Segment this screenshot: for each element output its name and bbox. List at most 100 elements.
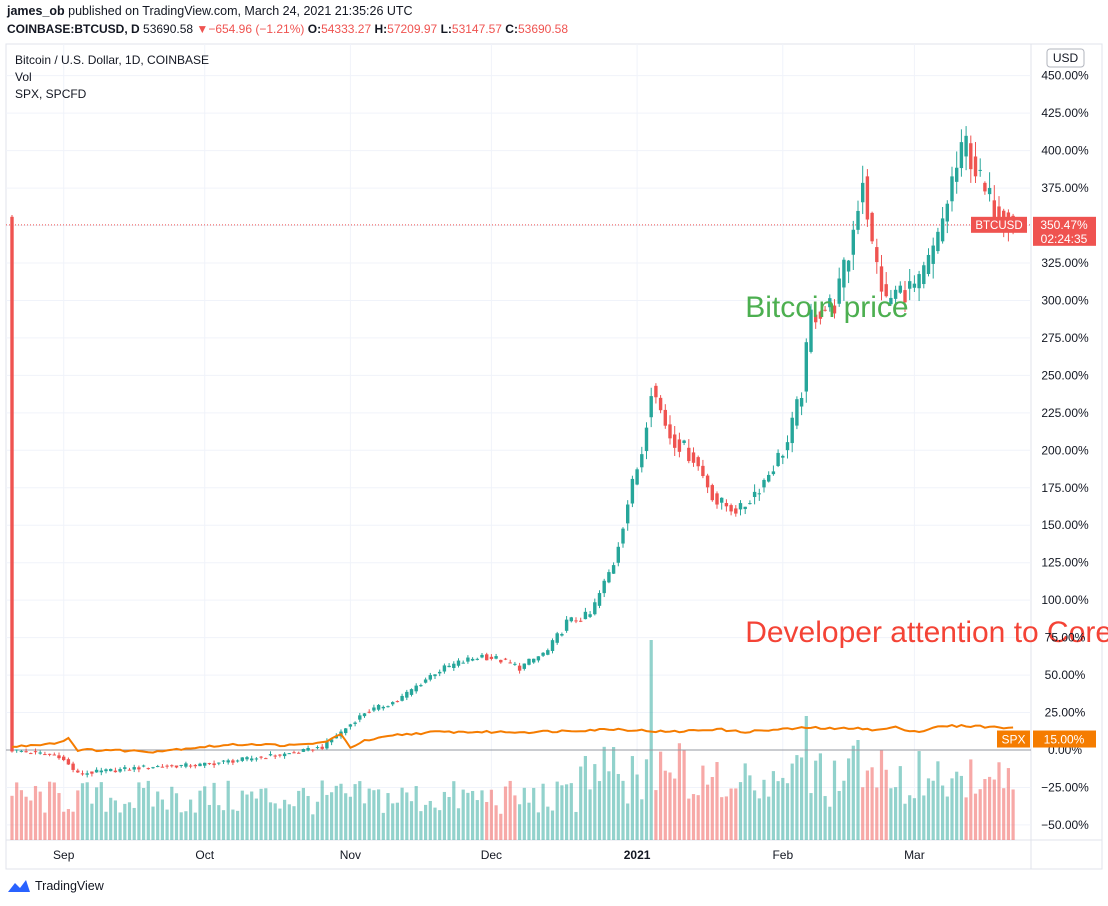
legend-vol[interactable]: Vol [15,70,32,84]
candle-body [156,766,160,768]
volume-bar [818,753,822,840]
candle-body [188,765,193,767]
volume-bar [433,807,437,840]
candle-body [903,290,907,303]
price-axis[interactable]: 450.00% 425.00% 400.00% 375.00% 325.00% 300.0… [1041,69,1089,832]
volume-bar [43,812,47,840]
volume-bar [170,786,174,840]
candle-body [461,662,465,664]
candle [752,484,757,505]
candle-body [423,679,428,683]
candle-body [569,617,573,622]
candle [188,764,193,769]
candle-body [940,218,945,242]
volume-bar [95,787,99,840]
volume-bar [62,811,66,840]
candle-body [245,757,249,760]
candle-body [38,752,42,754]
author-name[interactable]: james_ob [7,4,65,18]
candle [790,411,794,453]
y-tick-label: 50.00% [1045,668,1086,682]
y-tick-label: 25.00% [1045,706,1086,720]
volume-bar [499,813,503,840]
volume-bar [767,796,771,840]
candle-body [353,722,357,724]
candle [654,383,658,404]
candle [499,659,503,664]
publication-line: james_ob published on TradingView.com, M… [7,4,413,18]
high-value: 57209.97 [387,22,438,36]
candle-body [52,754,56,756]
candle-body [297,752,301,754]
legend-spx[interactable]: SPX, SPCFD [15,87,87,101]
candle [217,762,221,766]
candle-body [141,765,146,767]
candle-body [118,769,122,772]
volume-bar [654,790,658,840]
time-axis[interactable]: Sep Oct Nov Dec 2021 Feb Mar [53,848,925,862]
currency-button[interactable]: USD [1046,48,1085,68]
candle [884,272,888,298]
candle-body [832,305,837,314]
volume-bar [29,800,33,840]
volume-bar [409,801,414,840]
candle-body [879,266,884,292]
candle [287,752,291,755]
candle [381,705,385,711]
candle-body [344,728,348,734]
volume-bar [569,783,573,840]
candle-body [893,289,898,299]
candle-body [738,503,743,510]
volume-bar [677,743,681,840]
candle [329,738,334,746]
volume-bar [644,759,649,840]
volume-bar [362,803,367,840]
volume-bar [607,771,611,840]
volume-bar [419,811,423,840]
volume-bar [71,811,75,840]
volume-bars [10,640,1015,840]
y-tick-label: 200.00% [1041,443,1089,457]
candle-body [433,674,437,677]
volume-bar [785,783,790,840]
candle-body [574,620,578,622]
volume-bar [466,792,470,840]
candle [738,500,743,516]
currency-label: USD [1053,51,1079,65]
volume-bar [851,745,855,840]
candle-body [640,454,644,468]
volume-bar [179,812,183,840]
candle-body [57,755,61,759]
volume-bar [522,787,526,840]
volume-bar [917,751,921,840]
y-tick-label: 150.00% [1041,518,1089,532]
candle-body [705,475,710,488]
candle-body [235,760,240,762]
candle-body [456,660,461,666]
candle [926,248,931,277]
candle [235,759,240,763]
volume-bar [132,807,136,840]
candle [442,663,447,674]
volume-bar [165,809,169,840]
y-tick-label: 250.00% [1041,368,1089,382]
volume-bar [52,782,56,840]
candle [668,415,672,445]
candle [433,674,437,680]
candle-body [677,439,682,452]
candle-body [522,663,526,669]
candle-body [757,493,761,495]
candle [865,169,870,227]
footer-brand[interactable]: TradingView [7,879,104,893]
volume-bar [104,811,108,840]
volume-bar [475,800,479,840]
volume-bar [489,789,493,840]
candle-body [898,285,902,293]
volume-bar [156,791,160,840]
candle-body [137,767,141,770]
legend-title[interactable]: Bitcoin / U.S. Dollar, 1D, COINBASE [15,53,210,67]
volume-bar [959,775,963,840]
candle-body [687,447,691,462]
volume-bar [221,810,226,840]
